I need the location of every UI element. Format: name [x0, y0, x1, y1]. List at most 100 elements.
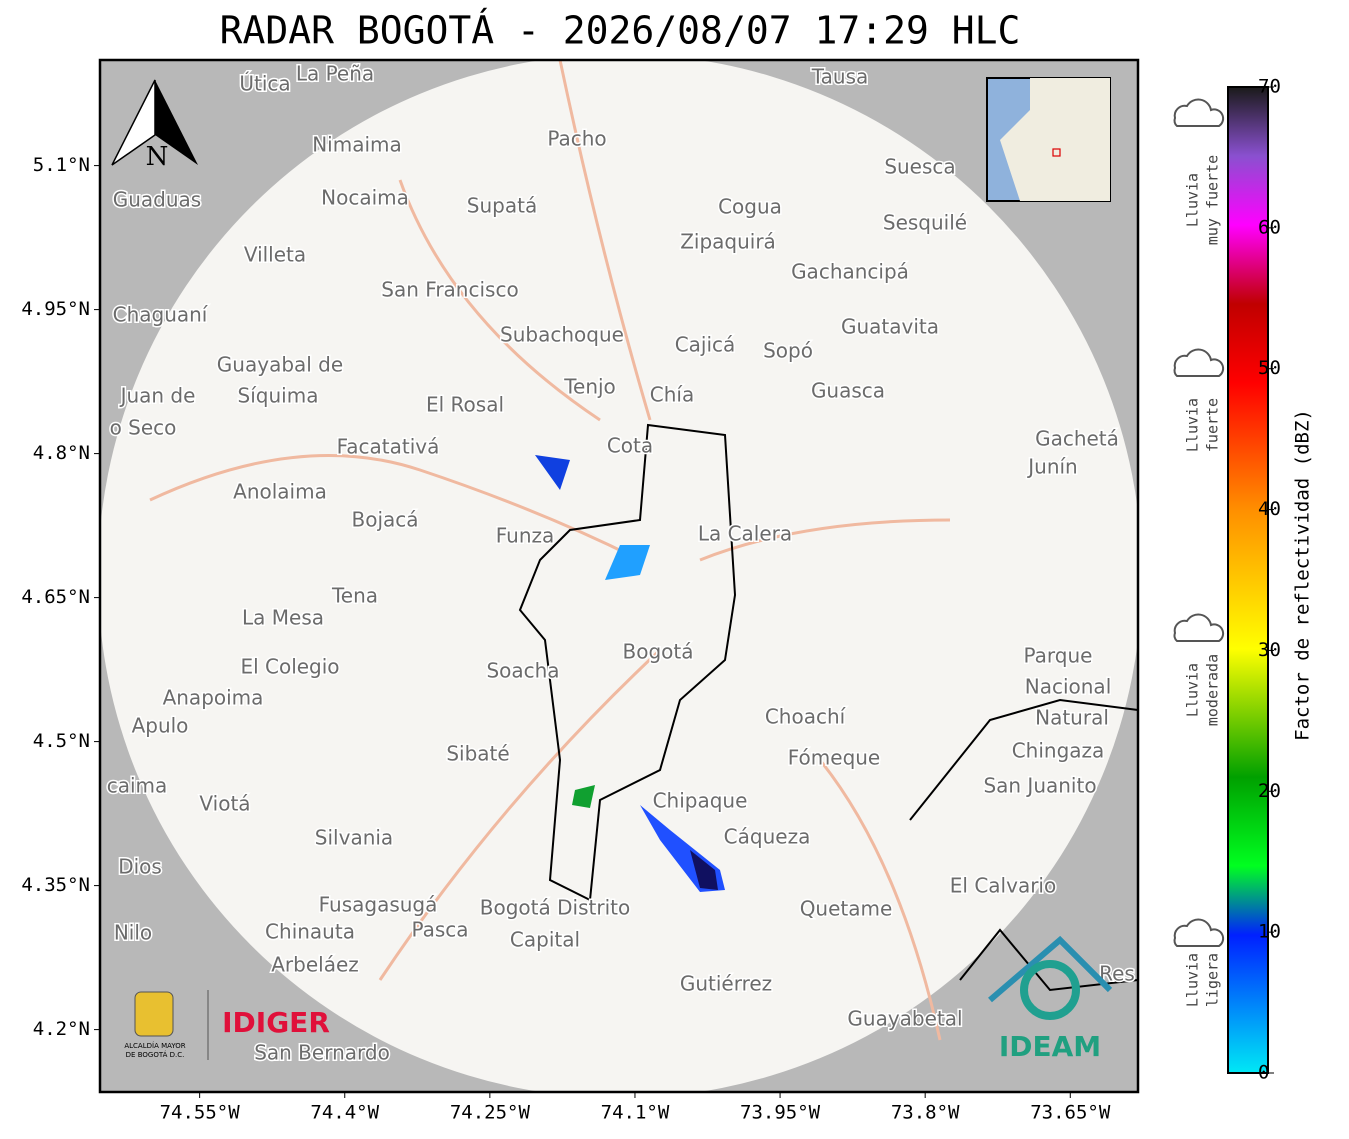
- place-label: Útica: [239, 72, 290, 96]
- place-label: Apulo: [132, 714, 189, 738]
- place-label: Nimaima: [312, 133, 402, 157]
- legend-label: Lluvia: [1184, 953, 1202, 1007]
- place-label: Tenjo: [563, 375, 616, 399]
- legend-label: moderada: [1204, 654, 1222, 726]
- place-label: Bojacá: [351, 508, 418, 532]
- legend-label: Lluvia: [1184, 398, 1202, 452]
- legend-icon: [1173, 348, 1225, 377]
- echo: [535, 455, 570, 490]
- place-label: La Calera: [698, 522, 792, 546]
- legend-label: Lluvia: [1184, 173, 1202, 227]
- place-label: Tausa: [811, 65, 869, 89]
- place-label: Sibaté: [446, 742, 509, 766]
- place-label: Juan de: [119, 384, 196, 408]
- place-label: Anolaima: [233, 480, 327, 504]
- logo-idiger: IDIGER: [222, 1006, 330, 1039]
- place-label: San Bernardo: [254, 1041, 390, 1065]
- place-label: Subachoque: [500, 323, 624, 347]
- place-label: Pacho: [547, 127, 606, 151]
- x-tick-label: 73.65°W: [1030, 1102, 1111, 1124]
- district-boundary: [518, 423, 737, 902]
- department-boundary: [909, 698, 1138, 992]
- place-label: Chía: [650, 383, 694, 407]
- place-label: Cogua: [718, 195, 782, 219]
- place-label: Tena: [331, 584, 378, 608]
- place-label: Cota: [607, 434, 653, 458]
- plot-frame: [98, 58, 1140, 1094]
- echo: [572, 785, 595, 808]
- place-label: Natural: [1035, 706, 1109, 730]
- y-tick-label: 4.5°N: [33, 730, 90, 752]
- place-label: La Mesa: [242, 606, 324, 630]
- place-label: El Rosal: [426, 393, 504, 417]
- colorbar-tick-label: 0: [1258, 1062, 1269, 1084]
- place-label: Choachí: [765, 705, 847, 729]
- place-label: Sopó: [763, 339, 813, 363]
- place-label: Nocaima: [321, 186, 409, 210]
- place-label: Fusagasugá: [319, 893, 438, 917]
- title: RADAR BOGOTÁ - 2026/08/07 17:29 HLC: [220, 9, 1021, 53]
- place-label: Pasca: [411, 918, 468, 942]
- north-arrow: N: [111, 79, 198, 172]
- place-label: Bogotá: [623, 640, 694, 664]
- place-label: Guayabal de: [217, 353, 343, 377]
- x-tick-label: 74.4°W: [310, 1102, 379, 1124]
- x-tick-label: 74.1°W: [601, 1102, 670, 1124]
- place-label: Facatativá: [337, 435, 440, 459]
- place-label: El Colegio: [240, 655, 339, 679]
- place-label: Gachancipá: [791, 260, 909, 284]
- map: Útica La Peña Tausa Pacho Nimaima Guaduas Noca…: [100, 60, 1138, 1092]
- roads: [149, 60, 951, 1041]
- place-label: Guaduas: [113, 188, 201, 212]
- legend-label: Lluvia: [1184, 663, 1202, 717]
- place-label: Chipaque: [653, 789, 748, 813]
- x-tick-label: 73.8°W: [891, 1102, 960, 1124]
- place-label: Soacha: [486, 659, 559, 683]
- colorbar-label: Factor de reflectividad (dBZ): [1292, 409, 1314, 741]
- legend-icon: [1173, 918, 1225, 947]
- colorbar: [1227, 86, 1269, 1074]
- x-tick-label: 74.25°W: [450, 1102, 531, 1124]
- y-tick-label: 4.65°N: [21, 586, 90, 608]
- colorbar-tick-label: 30: [1258, 639, 1281, 661]
- place-label: Nilo: [114, 921, 152, 945]
- place-label: Sesquilé: [883, 211, 967, 235]
- radar-echoes: [535, 455, 725, 892]
- colorbar-tick-label: 40: [1258, 498, 1281, 520]
- legend-label: muy fuerte: [1204, 155, 1222, 245]
- logo-alcaldia: ALCALDÍA MAYOR DE BOGOTÁ D.C.: [124, 990, 209, 1060]
- place-label: San Francisco: [381, 278, 518, 302]
- place-label: Gutiérrez: [680, 972, 772, 996]
- colorbar-tick-label: 60: [1258, 216, 1281, 238]
- place-label: Chingaza: [1012, 739, 1105, 763]
- legend-label: fuerte: [1204, 398, 1222, 452]
- inset-map: [986, 77, 1111, 202]
- place-label: San Juanito: [983, 774, 1096, 798]
- colorbar-tick-label: 10: [1258, 921, 1281, 943]
- place-label: Chaguaní: [113, 303, 209, 327]
- place-label: o Seco: [110, 416, 177, 440]
- colorbar-tick-label: 70: [1258, 76, 1281, 98]
- x-tick-label: 74.55°W: [160, 1102, 241, 1124]
- y-tick-label: 4.35°N: [21, 874, 90, 896]
- place-label: Dios: [118, 855, 162, 879]
- echo: [605, 545, 650, 580]
- place-label: Capital: [510, 928, 580, 952]
- logo-text: DE BOGOTÁ D.C.: [126, 1050, 185, 1059]
- place-label: caima: [107, 774, 168, 798]
- place-label: Bogotá Distrito: [480, 896, 630, 920]
- place-label: El Calvario: [950, 874, 1056, 898]
- y-tick-label: 4.8°N: [33, 442, 90, 464]
- place-label: Parque: [1024, 644, 1093, 668]
- place-label: Silvania: [315, 826, 393, 850]
- place-label: Guatavita: [841, 315, 939, 339]
- north-label: N: [146, 142, 169, 172]
- place-label: Chinauta: [265, 920, 355, 944]
- place-label: Arbeláez: [271, 953, 359, 977]
- place-label: Síquima: [238, 384, 319, 408]
- logo-text: ALCALDÍA MAYOR: [124, 1041, 185, 1050]
- place-label: Zipaquirá: [680, 230, 776, 254]
- place-label: Villeta: [244, 243, 306, 267]
- y-tick-label: 4.95°N: [21, 298, 90, 320]
